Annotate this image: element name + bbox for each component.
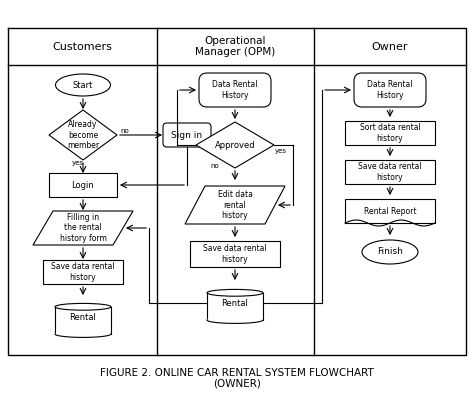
Bar <box>345 160 435 184</box>
Text: Login: Login <box>72 181 94 189</box>
Polygon shape <box>49 110 117 160</box>
Polygon shape <box>185 186 285 224</box>
Polygon shape <box>196 122 274 168</box>
Ellipse shape <box>207 289 263 296</box>
Text: no: no <box>210 163 219 169</box>
Bar <box>49 173 117 197</box>
Ellipse shape <box>55 303 111 310</box>
Text: Rental: Rental <box>221 299 248 308</box>
FancyBboxPatch shape <box>354 73 426 107</box>
Text: Save data rental
history: Save data rental history <box>203 244 267 264</box>
Text: Rental Report: Rental Report <box>364 206 416 216</box>
Text: FIGURE 2. ONLINE CAR RENTAL SYSTEM FLOWCHART: FIGURE 2. ONLINE CAR RENTAL SYSTEM FLOWC… <box>100 368 374 378</box>
Text: Edit data
rental
history: Edit data rental history <box>218 190 253 220</box>
Text: Sort data rental
history: Sort data rental history <box>360 123 420 143</box>
Text: Rental: Rental <box>70 312 96 322</box>
Bar <box>345 121 435 145</box>
Text: yes: yes <box>275 148 287 154</box>
Bar <box>55 307 111 334</box>
Text: Finish: Finish <box>377 247 403 256</box>
Ellipse shape <box>55 74 110 96</box>
Text: Save data rental
history: Save data rental history <box>358 162 422 182</box>
Text: Operational
Manager (OPM): Operational Manager (OPM) <box>195 36 275 57</box>
Text: Owner: Owner <box>372 42 408 52</box>
Text: (OWNER): (OWNER) <box>213 379 261 389</box>
Bar <box>43 260 123 284</box>
Bar <box>207 293 263 320</box>
Text: Save data rental
history: Save data rental history <box>51 262 115 282</box>
Text: Approved: Approved <box>215 141 255 150</box>
Ellipse shape <box>207 316 263 324</box>
Text: no: no <box>120 128 129 134</box>
Bar <box>190 241 280 267</box>
Text: Filling in
the rental
history form: Filling in the rental history form <box>60 213 107 243</box>
Text: Start: Start <box>73 81 93 89</box>
Ellipse shape <box>362 240 418 264</box>
FancyBboxPatch shape <box>163 123 211 147</box>
Text: Sign in: Sign in <box>172 131 202 139</box>
Text: yes: yes <box>72 160 84 166</box>
Bar <box>345 199 435 223</box>
FancyBboxPatch shape <box>199 73 271 107</box>
Text: Data Rental
History: Data Rental History <box>212 80 258 100</box>
Polygon shape <box>33 211 133 245</box>
Ellipse shape <box>55 331 111 337</box>
Text: Already
become
member: Already become member <box>67 120 99 150</box>
Text: Data Rental
History: Data Rental History <box>367 80 413 100</box>
Text: Customers: Customers <box>53 42 112 52</box>
